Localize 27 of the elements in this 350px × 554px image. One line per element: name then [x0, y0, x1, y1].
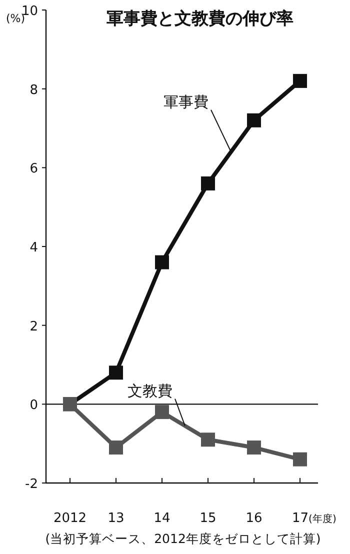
chart-title: 軍事費と文教費の伸び率	[106, 9, 294, 29]
point	[293, 74, 307, 88]
point	[201, 432, 215, 447]
y-tick-label: 8	[30, 82, 38, 98]
point	[247, 440, 261, 455]
y-tick-label: 0	[30, 398, 38, 414]
x-tick-label: 14	[154, 511, 170, 526]
y-tick-label: 2	[30, 319, 38, 334]
point	[155, 405, 169, 420]
point	[247, 113, 261, 128]
point	[109, 440, 123, 455]
x-axis-title: (年度)	[308, 513, 336, 525]
text: (当初予算ベース、2012年度をゼロとして計算)	[45, 531, 321, 546]
point	[109, 366, 123, 380]
x-tick-label: 13	[108, 511, 124, 526]
x-tick-label: 2012	[53, 511, 87, 526]
x-tick-label: 15	[200, 511, 216, 526]
text: 軍事費	[164, 92, 208, 111]
y-axis-title: (%)	[6, 12, 26, 25]
series-label: 文教費	[128, 382, 172, 400]
x-tick-label: 16	[246, 511, 262, 526]
point	[155, 255, 169, 270]
y-tick-label: -2	[25, 477, 38, 492]
point	[293, 452, 307, 466]
point	[201, 176, 215, 190]
y-tick-label: 4	[30, 240, 38, 256]
y-tick-label: 6	[30, 162, 38, 177]
